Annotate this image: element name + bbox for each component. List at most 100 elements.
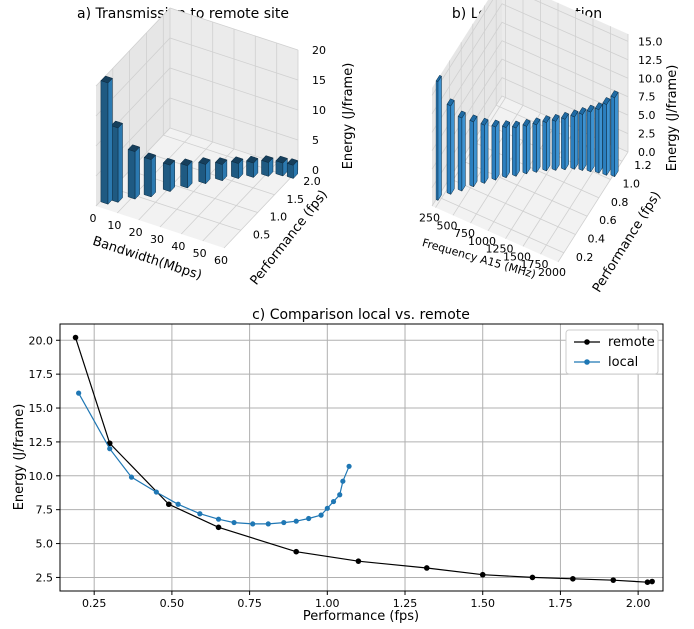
x-tick-label: 0.25	[82, 597, 107, 610]
bar-side-face	[606, 98, 611, 177]
legend: remote local	[565, 329, 659, 375]
data-point-remote	[165, 501, 172, 508]
bar-front-face	[286, 162, 294, 179]
bar-front-face	[261, 159, 269, 177]
bar	[214, 157, 228, 182]
bar	[561, 111, 569, 171]
bar-front-face	[469, 119, 474, 188]
bar-side-face	[134, 146, 140, 200]
bar-side-face	[117, 122, 123, 204]
data-point-remote	[293, 548, 300, 555]
bar	[100, 75, 113, 205]
bar	[198, 157, 211, 185]
bar-side-face	[614, 91, 619, 178]
data-point-remote	[644, 579, 651, 585]
bar-front-face	[231, 160, 239, 179]
data-point-local	[175, 501, 181, 507]
y-tick-label: 7.5	[36, 504, 54, 517]
bar-top-face	[180, 158, 193, 167]
data-point-remote	[610, 577, 617, 583]
bar-top-face	[446, 98, 455, 107]
chart-b-zlabel: Energy (J/frame)	[665, 65, 680, 172]
y-tick-label: 20.0	[29, 334, 54, 347]
bar-front-face	[522, 124, 527, 175]
bar-side-face	[473, 115, 478, 188]
data-point-remote	[72, 334, 79, 341]
data-point-local	[128, 474, 135, 480]
bar-top-face	[198, 157, 211, 165]
bar-front-face	[143, 157, 152, 198]
bar-top-face	[512, 120, 520, 129]
bar	[261, 155, 274, 178]
z-tick-label: 5	[312, 134, 319, 147]
data-point-local	[231, 519, 237, 526]
legend-local-label: local	[608, 355, 638, 370]
bar	[570, 109, 579, 171]
x-tick-label: 1000	[468, 235, 496, 248]
bar-side-face	[582, 108, 587, 172]
bar-front-face	[275, 160, 284, 177]
bar	[275, 155, 288, 177]
bar	[594, 102, 603, 175]
bar-top-face	[275, 155, 288, 164]
bar	[480, 117, 489, 185]
bar	[491, 119, 500, 182]
data-point-local	[306, 515, 312, 522]
data-point-remote	[423, 565, 430, 571]
y-tick-label: 2.0	[303, 175, 321, 188]
data-point-local	[293, 518, 299, 524]
bar	[469, 114, 478, 188]
bar-top-face	[602, 97, 611, 105]
bar-front-face	[491, 125, 496, 181]
bar-front-face	[570, 114, 575, 170]
bar-top-face	[110, 120, 123, 129]
x-tick-label: 1.75	[548, 597, 573, 610]
bar-side-face	[590, 105, 595, 173]
z-tick-label: 20	[312, 44, 326, 57]
x-tick-label: 20	[129, 226, 143, 239]
bar-top-face	[586, 104, 595, 113]
bar-front-face	[162, 162, 171, 192]
legend-local-marker	[584, 359, 590, 365]
bar-front-face	[100, 80, 109, 205]
bar-top-face	[594, 102, 603, 111]
bar-top-face	[457, 110, 466, 119]
bar-front-face	[198, 161, 206, 185]
data-point-remote	[479, 571, 486, 578]
bar-front-face	[551, 119, 557, 171]
z-tick-label: 10.0	[638, 72, 663, 85]
bar	[502, 120, 511, 179]
y-tick-label: 0.6	[599, 214, 617, 227]
y-tick-label: 0.5	[253, 228, 271, 241]
y-tick-label: 1.5	[286, 193, 304, 206]
chart-c-xlabel: Performance (fps)	[303, 609, 419, 624]
y-tick-label: 12.5	[29, 436, 54, 449]
z-gridline	[95, 7, 299, 87]
data-point-local	[107, 446, 113, 452]
bar-side-face	[461, 111, 466, 192]
bar-top-face	[162, 157, 176, 166]
data-point-local	[340, 478, 346, 484]
x-tick-label: 2.00	[626, 597, 651, 610]
bar-top-face	[246, 155, 259, 164]
bar	[180, 158, 193, 189]
x-tick-label: 50	[193, 247, 207, 260]
bar-front-face	[542, 120, 547, 172]
bar-side-face	[536, 118, 541, 174]
bar-top-face	[127, 144, 141, 152]
bar-top-face	[578, 107, 587, 115]
x-tick-label: 10	[107, 219, 121, 232]
bar-side-face	[555, 115, 560, 172]
bar-front-face	[127, 149, 136, 200]
bar-side-face	[546, 116, 551, 172]
data-point-local	[346, 463, 352, 469]
data-point-remote	[529, 574, 536, 581]
subplot-a-transmission: a) Transmission to remote site 010203040…	[77, 6, 356, 288]
data-point-local	[318, 512, 324, 518]
bar-side-face	[515, 121, 520, 178]
x-tick-label: 30	[150, 233, 164, 246]
z-gridline	[431, 40, 629, 151]
y-tick-label: 2.5	[36, 571, 54, 584]
data-point-local	[197, 511, 203, 517]
